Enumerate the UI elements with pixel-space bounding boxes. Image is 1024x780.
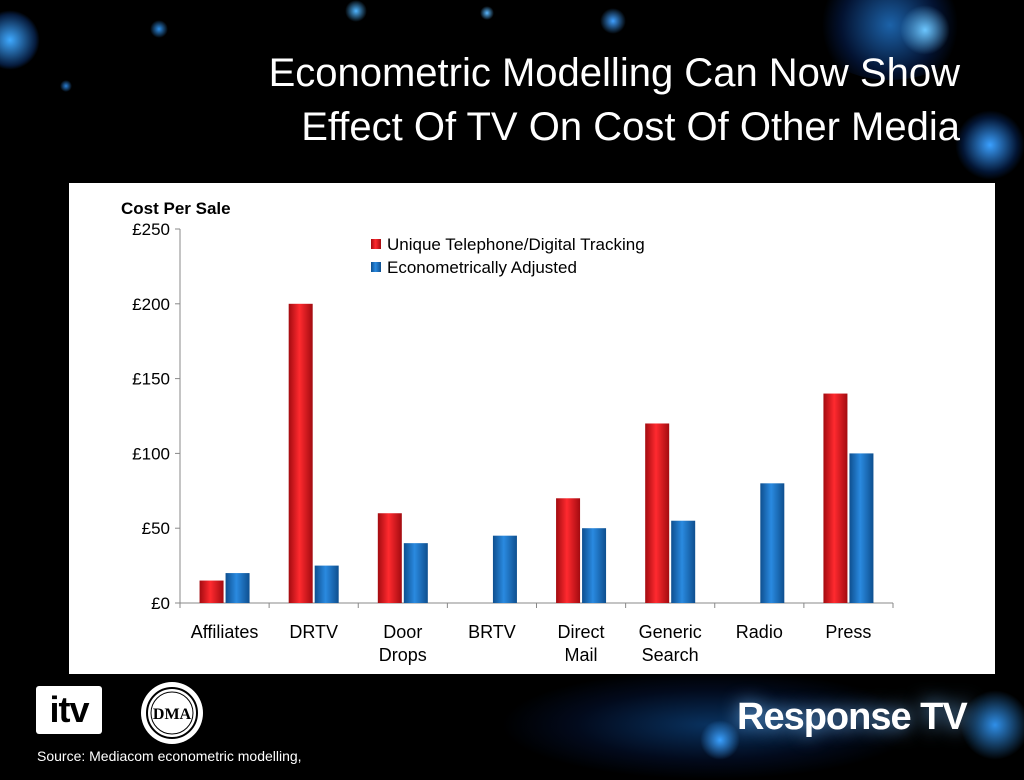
x-tick-label: BRTV — [468, 622, 516, 642]
bar-adjusted — [849, 453, 874, 603]
dma-logo-ring — [146, 687, 198, 739]
dma-logo-outer — [141, 682, 203, 744]
bokeh-light — [955, 110, 1024, 180]
legend-label: Econometrically Adjusted — [387, 258, 577, 277]
y-tick-label: £150 — [132, 370, 170, 389]
bar-adjusted — [314, 565, 339, 603]
bokeh-light — [960, 690, 1024, 760]
response-tv-logo: Response TV — [737, 696, 968, 738]
x-tick-label: Affiliates — [191, 622, 259, 642]
bar-chart: Cost Per Sale £0 £50 £100 £150 £200 £250 Affi… — [121, 199, 894, 665]
dma-logo-inner — [150, 691, 194, 735]
x-tick-label: Search — [642, 645, 699, 665]
legend-swatch — [371, 262, 381, 272]
itv-logo: itv — [36, 686, 102, 734]
x-tick-label: Drops — [379, 645, 427, 665]
y-tick-label: £200 — [132, 295, 170, 314]
dma-logo-text: DMA — [153, 706, 192, 723]
bar-tracking — [288, 303, 313, 603]
bar-adjusted — [403, 543, 428, 603]
y-tick-label: £0 — [151, 594, 170, 613]
slide-title: Econometric Modelling Can Now Show Effec… — [80, 46, 960, 154]
legend-swatch — [371, 239, 381, 249]
bokeh-light — [345, 0, 367, 22]
chart-legend: Unique Telephone/Digital Tracking Econome… — [371, 235, 645, 277]
slide-title-line-1: Econometric Modelling Can Now Show — [268, 51, 960, 95]
y-tick-label: £50 — [142, 519, 170, 538]
bokeh-light — [600, 8, 626, 34]
chart-panel: Cost Per Sale £0 £50 £100 £150 £200 £250 Affi… — [69, 183, 995, 674]
dma-logo: DMA — [141, 682, 203, 744]
bar-tracking — [556, 498, 581, 603]
y-tick-label: £250 — [132, 220, 170, 239]
x-tick-label: Press — [825, 622, 871, 642]
bokeh-light — [700, 720, 740, 760]
chart-title: Cost Per Sale — [121, 199, 231, 218]
bokeh-light — [0, 10, 40, 70]
bar-tracking — [823, 393, 848, 603]
bokeh-light — [60, 80, 72, 92]
x-tick-label: Mail — [565, 645, 598, 665]
chart-bars — [199, 303, 874, 603]
bokeh-light — [480, 6, 494, 20]
source-note: Source: Mediacom econometric modelling, — [37, 748, 302, 764]
x-tick-label: Radio — [736, 622, 783, 642]
bar-tracking — [377, 513, 402, 603]
y-tick-label: £100 — [132, 444, 170, 463]
bokeh-light — [150, 20, 168, 38]
bar-tracking — [645, 423, 670, 603]
bar-adjusted — [225, 573, 250, 603]
x-tick-label: Direct — [558, 622, 605, 642]
bar-adjusted — [760, 483, 785, 603]
x-tick-labels: Affiliates DRTV Door Drops BRTV Direct Mail Gen… — [191, 622, 872, 665]
x-tick-label: Generic — [639, 622, 702, 642]
bar-adjusted — [582, 528, 607, 603]
bar-tracking — [199, 580, 224, 603]
bar-adjusted — [492, 535, 517, 603]
x-tick-label: Door — [383, 622, 422, 642]
bar-adjusted — [671, 520, 696, 603]
slide-title-line-2: Effect Of TV On Cost Of Other Media — [301, 105, 960, 149]
legend-label: Unique Telephone/Digital Tracking — [387, 235, 645, 254]
itv-logo-text: itv — [49, 689, 89, 730]
x-tick-label: DRTV — [289, 622, 338, 642]
